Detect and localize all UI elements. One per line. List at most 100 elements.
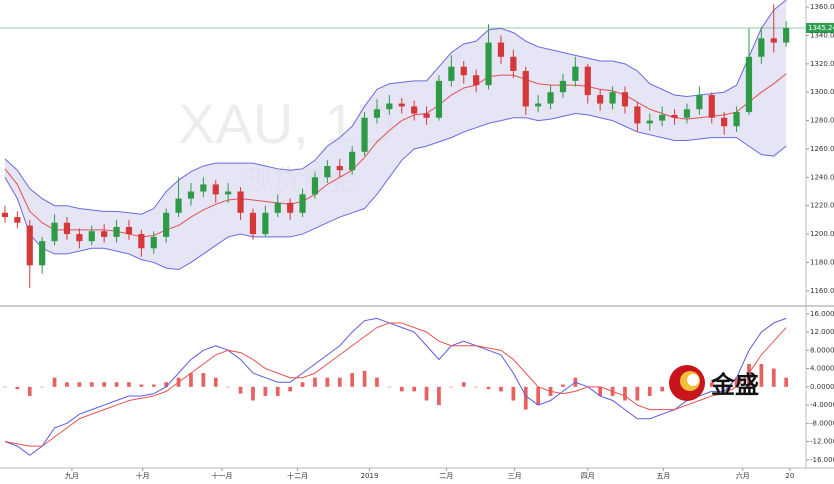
candle-body [113,226,120,237]
histogram-bar [511,386,516,401]
histogram-bar [77,382,82,387]
candle-body [200,184,207,192]
histogram-bar [89,382,94,387]
candle-body [522,70,529,107]
y-tick-label: 1360.00 [810,3,834,11]
candle-body [745,56,753,113]
histogram-bar [375,377,379,387]
y-tick-label: 12.0000 [810,328,834,336]
macd-line [4,317,787,456]
candle-body [349,151,356,171]
candle-body [125,226,133,235]
y-tick-label: 1220.00 [810,202,834,210]
y-tick-label: -4.0000 [810,401,834,409]
y-tick-label: 1200.00 [810,230,834,238]
y-tick-label: 16.0000 [810,310,834,318]
histogram-bar [734,377,739,387]
candle-body [497,42,505,57]
histogram-bar [561,384,565,387]
candle-body [770,38,777,43]
histogram-bar [647,386,652,396]
candle-body [336,165,343,171]
histogram-bar [486,386,491,390]
candle-body [212,184,219,195]
histogram-bar [784,377,789,387]
candle-body [634,106,641,124]
candle-body [187,191,195,199]
x-tick-label: 十一月 [211,471,232,480]
candle-body [535,103,542,107]
histogram-bar [263,386,268,396]
histogram-bar [350,373,355,387]
histogram-bar [412,386,417,392]
histogram-bar [102,382,107,387]
histogram-bar [660,386,665,392]
histogram-bar [722,384,727,387]
candle-body [411,106,418,114]
signal-line [4,322,787,447]
candle-body [249,212,257,235]
histogram-bar [623,386,627,401]
candle-body [175,198,182,213]
y-tick-label: -12.0000 [810,438,834,446]
y-tick-label: 1340.00 [810,31,834,39]
y-tick-label: 1160.00 [810,287,834,295]
candle-body [63,222,71,235]
candle-body [361,117,368,152]
candle-body [398,103,405,107]
y-tick-label: 1280.00 [810,117,834,125]
histogram-bar [337,377,342,387]
histogram-bar [151,384,156,387]
y-tick-label: 1180.00 [810,258,834,266]
candle-body [460,66,467,76]
histogram-bar [399,386,404,392]
candle-body [485,42,492,86]
histogram-bar [424,386,429,401]
candle-body [88,231,95,242]
histogram-bar [114,382,119,387]
histogram-bar [275,386,280,396]
y-tick-label: 1320.00 [810,60,834,68]
candle-body [373,109,381,118]
candle-body [324,165,331,178]
y-tick-label: 4.0000 [810,365,834,373]
candle-body [659,114,666,121]
y-tick-label: -8.0000 [810,419,834,427]
x-tick-label: 六月 [736,471,750,480]
histogram-bar [499,386,503,392]
candle-body [311,177,319,195]
candle-body [609,92,616,104]
candle-body [14,217,21,223]
candle-body [621,92,629,107]
x-tick-label: 十二月 [287,471,308,480]
y-tick-label: 8.0000 [810,346,834,354]
x-tick-label: 二月 [439,472,453,480]
candle-body [163,212,170,237]
histogram-bar [65,382,69,387]
logo-text: 金盛 [710,371,759,399]
histogram-bar [759,364,764,387]
histogram-bar [387,386,392,388]
histogram-bar [474,386,479,388]
histogram-bar [27,386,32,396]
x-tick-label: 九月 [65,471,79,480]
histogram-bar [52,377,57,387]
candle-body [671,114,678,118]
candle-body [584,66,591,96]
candle-body [646,120,653,124]
histogram-bar [300,382,305,387]
histogram-bar [164,382,169,387]
candle-body [510,56,517,71]
histogram-bar [288,386,293,392]
candle-body [237,191,244,213]
band-middle [4,73,787,238]
candle-body [225,191,232,195]
histogram-bar [325,377,330,387]
candle-body [299,194,306,213]
band-upper [4,0,787,215]
candle-body [597,95,604,104]
candle-body [386,103,393,110]
candle-body [473,75,480,86]
y-tick-label: -16.0000 [810,456,834,464]
